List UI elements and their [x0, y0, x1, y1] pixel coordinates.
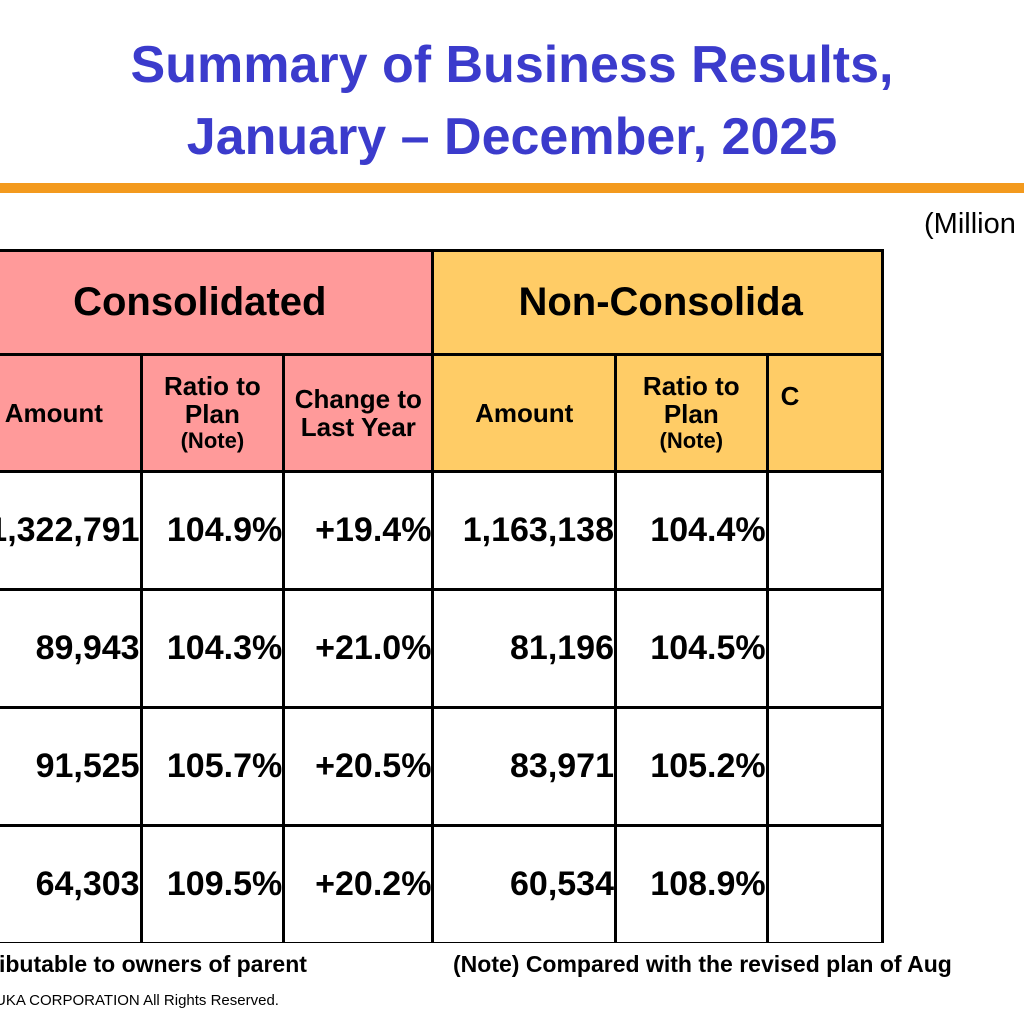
consolidated-header: Consolidated — [0, 249, 435, 356]
title-divider — [0, 183, 1024, 193]
cons-ratio-cell: 104.3% — [139, 588, 286, 709]
results-table: Consolidated Non-Consolida Amount Ratio … — [0, 249, 885, 943]
noncons-change-cell — [765, 470, 885, 591]
cons-amount-cell: 1,322,791 — [0, 470, 143, 591]
noncons-change-cell — [765, 824, 885, 943]
noncons-ratio-cell: 104.5% — [614, 588, 769, 709]
cons-change-header: Change to Last Year — [282, 353, 435, 473]
cons-change-cell: +20.2% — [282, 824, 435, 943]
cons-ratio-cell: 109.5% — [139, 824, 286, 943]
noncons-ratio-header-note: (Note) — [659, 428, 724, 453]
noncons-amount-header: Amount — [431, 353, 617, 473]
group-header-row: Consolidated Non-Consolida — [0, 249, 884, 356]
cons-ratio-header-note: (Note) — [180, 428, 245, 453]
cons-ratio-cell: 104.9% — [139, 470, 286, 591]
copyright-notice: UKA CORPORATION All Rights Reserved. — [0, 992, 279, 1009]
noncons-amount-header-label: Amount — [475, 398, 574, 428]
cons-ratio-header-line-2: Plan — [184, 399, 240, 429]
footnote-net-income: ributable to owners of parent — [0, 951, 307, 977]
noncons-ratio-cell: 108.9% — [614, 824, 769, 943]
cons-ratio-cell: 105.7% — [139, 706, 286, 827]
cons-amount-header-label: Amount — [4, 398, 103, 428]
results-table-frame: Consolidated Non-Consolida Amount Ratio … — [0, 249, 1024, 943]
noncons-amount-cell: 81,196 — [431, 588, 617, 709]
noncons-change-header-partial: C — [780, 381, 800, 411]
cons-amount-cell: 91,525 — [0, 706, 143, 827]
cons-amount-cell: 89,943 — [0, 588, 143, 709]
noncons-ratio-header: Ratio to Plan (Note) — [614, 353, 769, 473]
noncons-ratio-cell: 105.2% — [614, 706, 769, 827]
table-row: y 91,525 105.7% +20.5% 83,971 105.2% — [0, 706, 885, 827]
cons-amount-cell: 64,303 — [0, 824, 143, 943]
noncons-amount-cell: 83,971 — [431, 706, 617, 827]
cons-change-cell: +20.5% — [282, 706, 435, 827]
cons-amount-header: Amount — [0, 353, 143, 473]
table-row: 64,303 109.5% +20.2% 60,534 108.9% — [0, 824, 885, 943]
table-row: es 1,322,791 104.9% +19.4% 1,163,138 104… — [0, 470, 885, 591]
cons-change-cell: +21.0% — [282, 588, 435, 709]
cons-change-cell: +19.4% — [282, 470, 435, 591]
table-row: ng 89,943 104.3% +21.0% 81,196 104.5% — [0, 588, 885, 709]
noncons-ratio-cell: 104.4% — [614, 470, 769, 591]
noncons-change-cell — [765, 588, 885, 709]
subheader-row: Amount Ratio to Plan (Note) Change to La… — [0, 353, 885, 473]
noncons-ratio-header-line-1: Ratio to — [642, 371, 740, 401]
noncons-change-header: C — [765, 353, 885, 473]
noncons-ratio-header-line-2: Plan — [663, 399, 719, 429]
unit-label: (Million — [924, 208, 1016, 240]
footnote-plan-comparison: (Note) Compared with the revised plan of… — [453, 951, 952, 977]
slide-title-line-2: January – December, 2025 — [186, 108, 838, 166]
cons-change-header-line-1: Change to — [294, 384, 422, 414]
noncons-change-cell — [765, 706, 885, 827]
cons-ratio-header: Ratio to Plan (Note) — [139, 353, 286, 473]
slide-title-line-1: Summary of Business Results, — [130, 36, 894, 94]
cons-change-header-line-2: Last Year — [300, 412, 416, 442]
non-consolidated-header: Non-Consolida — [431, 249, 884, 356]
noncons-amount-cell: 60,534 — [431, 824, 617, 943]
noncons-amount-cell: 1,163,138 — [431, 470, 617, 591]
cons-ratio-header-line-1: Ratio to — [164, 371, 261, 401]
